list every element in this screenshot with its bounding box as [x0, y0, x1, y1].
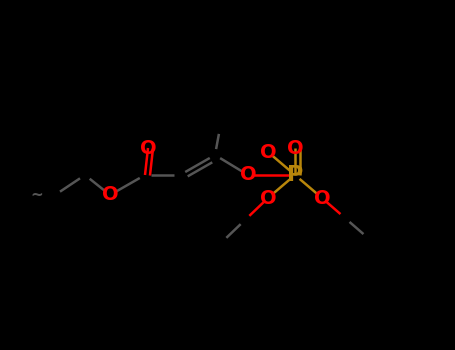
Text: O: O	[140, 139, 157, 158]
Text: O: O	[240, 166, 256, 184]
Text: O: O	[313, 189, 330, 208]
Text: O: O	[260, 189, 276, 208]
Text: ~: ~	[30, 188, 43, 203]
Text: O: O	[260, 142, 276, 161]
Text: O: O	[287, 139, 303, 158]
Text: O: O	[101, 186, 118, 204]
Text: P: P	[287, 165, 303, 185]
